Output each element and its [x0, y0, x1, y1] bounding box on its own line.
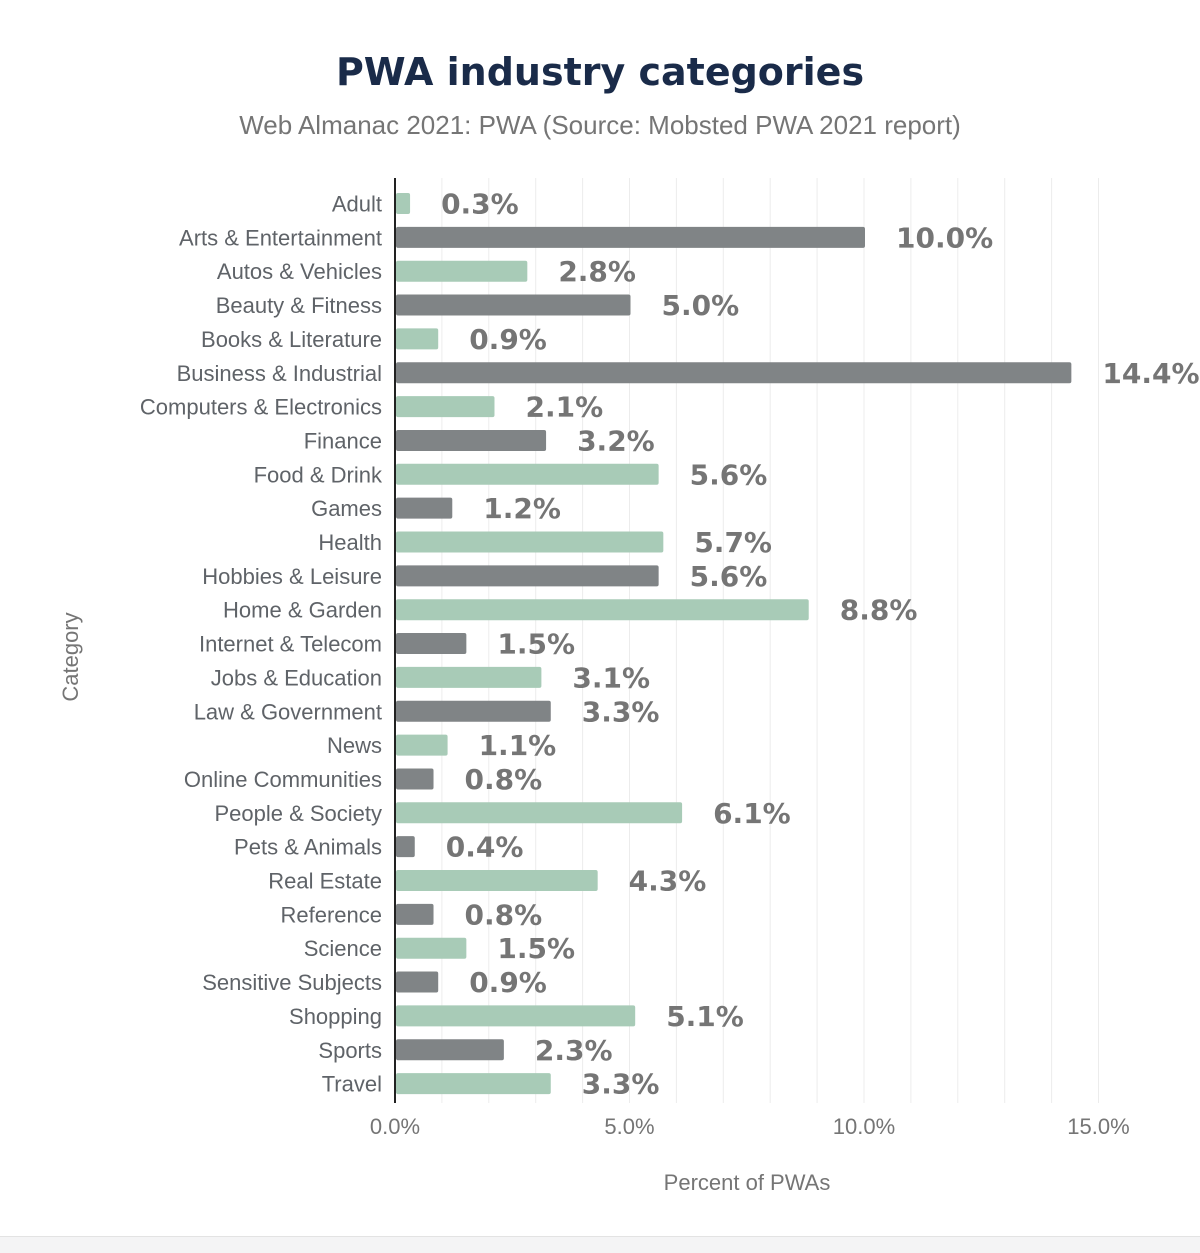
category-label: Law & Government: [194, 699, 382, 724]
bar: [396, 1073, 551, 1095]
data-label: 10.0%: [896, 221, 993, 254]
data-label: 1.5%: [497, 932, 575, 965]
category-label: Shopping: [289, 1004, 382, 1029]
category-label: Business & Industrial: [177, 361, 382, 386]
category-label: Real Estate: [268, 869, 382, 894]
bar: [396, 836, 415, 858]
bar: [396, 362, 1072, 384]
bar: [396, 802, 683, 824]
data-label: 5.1%: [666, 1000, 744, 1033]
bar: [396, 193, 411, 214]
category-label: People & Society: [214, 801, 382, 826]
data-label: 3.3%: [582, 1068, 660, 1101]
bar: [396, 870, 598, 891]
bar: [396, 599, 809, 621]
data-label: 4.3%: [629, 865, 707, 898]
bar: [396, 294, 631, 316]
chart-title: PWA industry categories: [335, 50, 865, 94]
category-label: Adult: [332, 192, 382, 217]
category-label: Health: [318, 530, 382, 555]
data-label: 0.3%: [441, 188, 519, 221]
data-label: 14.4%: [1102, 357, 1199, 390]
x-tick-label: 10.0%: [833, 1114, 895, 1139]
category-label: Pets & Animals: [234, 835, 382, 860]
bar: [396, 666, 542, 688]
bar: [396, 531, 664, 553]
category-label: Finance: [304, 428, 382, 453]
category-label: Reference: [280, 902, 382, 927]
data-label: 3.1%: [572, 661, 650, 694]
data-label: 2.3%: [535, 1034, 613, 1067]
x-tick-label: 5.0%: [604, 1114, 654, 1139]
labels: 0.0% 5.0% 10.0% 15.0% Adult 0.3% Arts & Entert…: [140, 188, 1200, 1140]
category-label: Arts & Entertainment: [179, 225, 382, 250]
data-label: 5.6%: [690, 458, 768, 491]
bar: [396, 633, 467, 655]
bar: [396, 971, 439, 993]
data-label: 5.6%: [690, 560, 768, 593]
bar: [396, 937, 467, 959]
x-axis-title: Percent of PWAs: [664, 1170, 831, 1195]
bar: [396, 226, 865, 248]
category-label: Hobbies & Leisure: [202, 564, 382, 589]
y-axis-title: Category: [58, 612, 83, 701]
bar: [396, 396, 495, 418]
category-label: Science: [304, 936, 382, 961]
data-label: 1.2%: [483, 492, 561, 525]
data-label: 3.3%: [582, 695, 660, 728]
bar: [396, 1039, 504, 1061]
data-label: 0.8%: [465, 898, 543, 931]
category-label: Travel: [322, 1072, 382, 1097]
footer-bar: [0, 1236, 1200, 1253]
data-label: 6.1%: [713, 797, 791, 830]
bar: [396, 768, 434, 790]
data-label: 2.8%: [558, 255, 636, 288]
bar: [396, 734, 448, 756]
x-tick-label: 15.0%: [1067, 1114, 1129, 1139]
data-label: 0.9%: [469, 966, 547, 999]
data-label: 8.8%: [840, 594, 918, 627]
data-label: 0.9%: [469, 323, 547, 356]
bars: [396, 193, 1072, 1095]
category-label: Sensitive Subjects: [202, 970, 382, 995]
bar: [396, 497, 453, 519]
category-label: Jobs & Education: [211, 665, 382, 690]
category-label: Autos & Vehicles: [217, 259, 382, 284]
bar: [396, 565, 659, 587]
category-label: Computers & Electronics: [140, 395, 382, 420]
category-label: Games: [311, 496, 382, 521]
category-label: Beauty & Fitness: [216, 293, 382, 318]
data-label: 5.0%: [662, 289, 740, 322]
gridlines: [441, 178, 1099, 1103]
category-label: Internet & Telecom: [199, 632, 382, 657]
category-label: Sports: [318, 1038, 382, 1063]
category-label: Home & Garden: [223, 598, 382, 623]
bar: [396, 328, 439, 350]
data-label: 1.1%: [479, 729, 557, 762]
category-label: Food & Drink: [254, 462, 383, 487]
data-label: 3.2%: [577, 424, 655, 457]
bar: [396, 463, 659, 485]
category-label: Online Communities: [184, 767, 382, 792]
data-label: 2.1%: [525, 391, 603, 424]
x-tick-label: 0.0%: [370, 1114, 420, 1139]
data-label: 1.5%: [497, 628, 575, 661]
category-label: Books & Literature: [201, 327, 382, 352]
bar: [396, 700, 551, 722]
data-label: 5.7%: [694, 526, 772, 559]
bar: [396, 1005, 636, 1027]
bar: [396, 260, 528, 282]
data-label: 0.4%: [446, 831, 524, 864]
data-label: 0.8%: [465, 763, 543, 796]
bar: [396, 429, 547, 451]
bar: [396, 903, 434, 925]
category-label: News: [327, 733, 382, 758]
chart-subtitle: Web Almanac 2021: PWA (Source: Mobsted P…: [239, 110, 961, 140]
